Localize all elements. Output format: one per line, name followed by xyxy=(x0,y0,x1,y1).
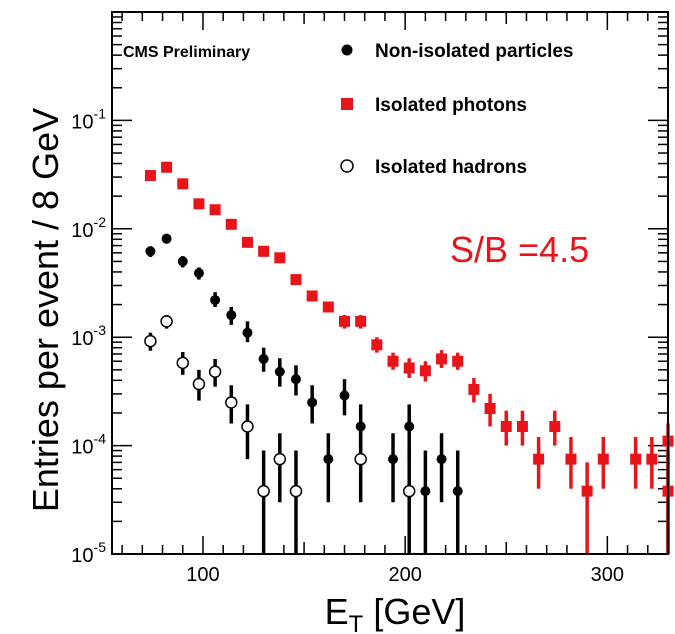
data-point xyxy=(257,484,270,498)
data-point xyxy=(161,161,173,173)
data-point xyxy=(500,421,512,433)
data-point xyxy=(177,178,189,190)
y-tick-label: 10-1 xyxy=(71,105,106,133)
data-point xyxy=(355,421,366,432)
data-point xyxy=(371,339,383,351)
legend-label-non-isolated: Non-isolated particles xyxy=(375,41,574,62)
data-point xyxy=(290,274,302,286)
y-tick-label: 10-5 xyxy=(71,539,106,567)
plot-frame xyxy=(111,11,669,555)
data-point xyxy=(274,366,285,377)
data-point xyxy=(402,484,416,498)
data-point xyxy=(241,420,254,433)
x-tick-label: 300 xyxy=(591,564,624,586)
legend-marker-non-isolated xyxy=(341,44,353,56)
y-tick-label-exponent: -2 xyxy=(94,214,107,230)
y-tick-label-base: 10 xyxy=(71,220,93,242)
data-point xyxy=(452,486,463,497)
y-axis-title: Entries per event / 8 GeV xyxy=(25,108,66,512)
data-point xyxy=(226,310,237,321)
data-point xyxy=(210,295,221,306)
x-tick-label: 200 xyxy=(388,564,421,586)
data-point xyxy=(403,362,415,374)
data-point xyxy=(419,365,431,377)
x-axis-title-unit: [GeV] xyxy=(363,591,465,632)
data-point xyxy=(258,353,269,364)
data-point xyxy=(581,485,593,497)
y-tick-label: 10-2 xyxy=(71,214,106,242)
data-point xyxy=(273,452,287,466)
data-point xyxy=(452,355,464,367)
data-point xyxy=(549,421,561,433)
data-point xyxy=(160,315,173,328)
y-tick-label: 10-4 xyxy=(71,431,106,459)
data-point xyxy=(208,365,222,379)
legend-marker-isolated-photons xyxy=(341,98,353,110)
y-tick-label-exponent: -3 xyxy=(94,322,107,338)
data-point xyxy=(484,402,496,414)
y-tick-label-exponent: -1 xyxy=(94,105,107,121)
data-point xyxy=(241,236,253,248)
x-axis-title-main: E xyxy=(325,591,349,632)
data-point xyxy=(565,453,577,465)
y-tick-label-base: 10 xyxy=(71,328,93,350)
data-point xyxy=(323,454,334,465)
x-tick-label: 100 xyxy=(186,564,219,586)
x-axis-title-sub: T xyxy=(349,611,364,634)
sb-annotation: S/B =4.5 xyxy=(450,229,589,270)
data-point xyxy=(209,204,221,216)
data-point xyxy=(307,397,318,408)
data-point xyxy=(516,421,528,433)
data-point xyxy=(597,453,609,465)
data-point xyxy=(258,245,270,257)
data-point xyxy=(225,396,238,409)
data-point xyxy=(192,377,206,391)
data-point xyxy=(225,218,237,230)
y-tick-label-base: 10 xyxy=(71,111,93,133)
data-point xyxy=(404,421,415,432)
y-tick-label-base: 10 xyxy=(71,437,93,459)
data-point xyxy=(193,198,205,210)
data-point xyxy=(533,453,545,465)
data-point xyxy=(322,301,334,313)
data-point xyxy=(646,453,658,465)
x-axis-title: ET [GeV] xyxy=(325,591,466,634)
data-point xyxy=(289,484,303,498)
legend-label-isolated-hadrons: Isolated hadrons xyxy=(375,157,527,178)
y-tick-label-exponent: -5 xyxy=(94,539,107,555)
data-point xyxy=(630,453,642,465)
data-point xyxy=(290,374,301,385)
data-point xyxy=(355,315,367,327)
preliminary-label: CMS Preliminary xyxy=(123,44,250,61)
data-point xyxy=(145,246,156,257)
legend-marker-isolated-hadrons xyxy=(340,159,354,173)
data-point xyxy=(420,486,431,497)
data-point xyxy=(388,454,399,465)
series-isolated-hadrons xyxy=(144,315,416,554)
legend-label-isolated-photons: Isolated photons xyxy=(375,95,527,116)
data-point xyxy=(176,356,190,370)
data-point xyxy=(354,452,367,466)
data-point xyxy=(387,355,399,367)
data-point xyxy=(177,256,188,267)
data-point xyxy=(144,334,157,348)
series-non-isolated-particles xyxy=(145,233,673,554)
data-point xyxy=(274,252,286,264)
data-point xyxy=(306,290,318,302)
data-point xyxy=(436,353,448,365)
data-point xyxy=(161,233,172,244)
data-point xyxy=(242,327,253,338)
data-point xyxy=(468,383,480,395)
y-tick-label-base: 10 xyxy=(71,545,93,567)
data-point xyxy=(193,268,204,279)
data-point xyxy=(436,454,447,465)
legend: Non-isolated particles Isolated photons … xyxy=(340,41,574,178)
y-tick-label-exponent: -4 xyxy=(94,431,107,447)
y-tick-label: 10-3 xyxy=(71,322,106,350)
data-point xyxy=(339,390,350,401)
data-point xyxy=(339,315,351,327)
data-point xyxy=(144,170,156,182)
